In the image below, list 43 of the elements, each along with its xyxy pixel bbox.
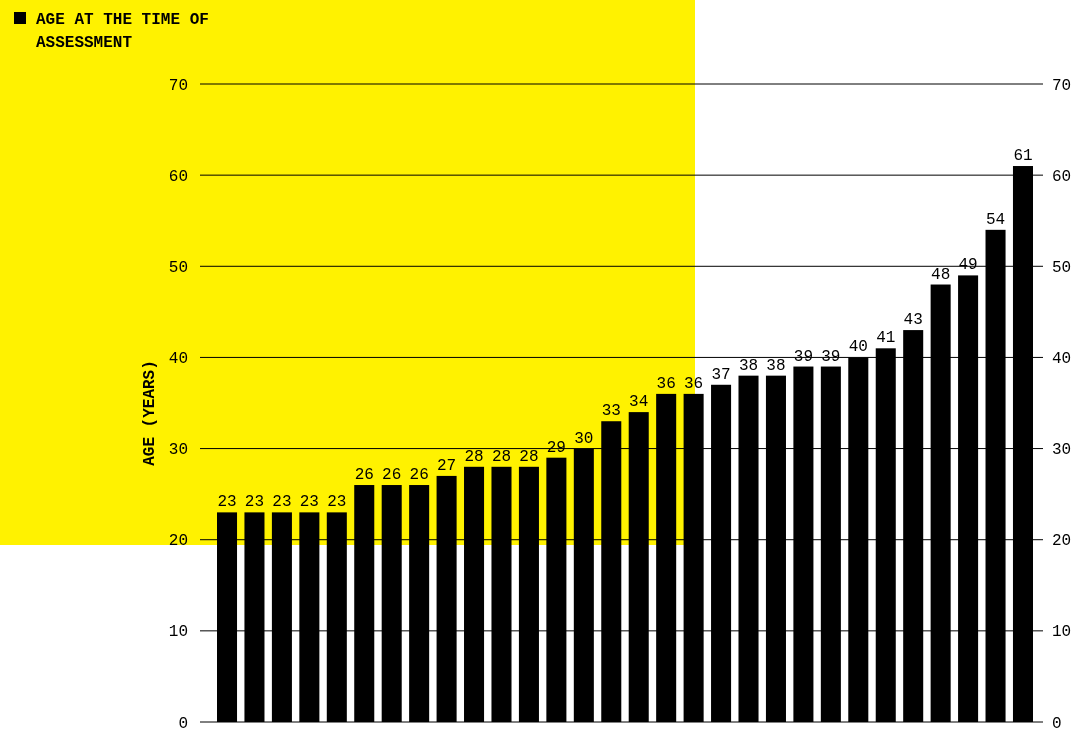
data-label: 40 (848, 338, 868, 357)
y2-tick-label: 30 (1052, 441, 1072, 460)
y2-tick-label: 60 (1052, 167, 1072, 186)
data-label: 26 (382, 466, 402, 485)
y2-tick-label: 10 (1052, 623, 1072, 642)
y2-tick-label: 40 (1052, 350, 1072, 369)
data-label: 28 (464, 447, 484, 466)
data-label: 33 (601, 402, 621, 421)
data-label: 41 (876, 329, 896, 348)
data-label: 36 (656, 374, 676, 393)
data-label: 43 (903, 311, 923, 330)
data-label: 23 (299, 493, 319, 512)
data-label: 23 (217, 493, 237, 512)
data-label: 28 (519, 447, 539, 466)
data-label: 61 (1013, 147, 1033, 166)
y2-tick-label: 20 (1052, 532, 1072, 551)
data-label: 30 (574, 429, 594, 448)
data-label: 26 (354, 466, 374, 485)
y-tick-label: 50 (168, 258, 188, 277)
y-tick-label: 60 (168, 167, 188, 186)
data-label: 23 (327, 493, 347, 512)
data-label: 28 (491, 447, 512, 466)
data-label: 38 (766, 356, 786, 375)
data-label: 23 (272, 493, 292, 512)
data-label: 54 (985, 210, 1006, 229)
y2-tick-label: 50 (1052, 258, 1072, 277)
data-label: 48 (931, 265, 951, 284)
y-tick-label: 70 (168, 76, 188, 95)
y-axis-title: AGE (YEARS) (141, 360, 159, 466)
y-tick-label: 20 (168, 532, 188, 551)
y-tick-label: 0 (178, 714, 188, 733)
data-label: 34 (629, 393, 649, 412)
data-label: 23 (244, 493, 265, 512)
y-tick-label: 30 (168, 441, 188, 460)
data-label: 37 (711, 365, 731, 384)
legend-label: AGE AT THE TIME OF ASSESSMENT (36, 11, 209, 52)
y-tick-label: 10 (168, 623, 188, 642)
data-label: 38 (738, 356, 759, 375)
y2-tick-label: 70 (1052, 76, 1072, 95)
y-tick-label: 40 (168, 350, 188, 369)
y2-tick-label: 0 (1052, 714, 1062, 733)
data-label: 26 (409, 466, 429, 485)
data-label: 27 (436, 456, 457, 475)
